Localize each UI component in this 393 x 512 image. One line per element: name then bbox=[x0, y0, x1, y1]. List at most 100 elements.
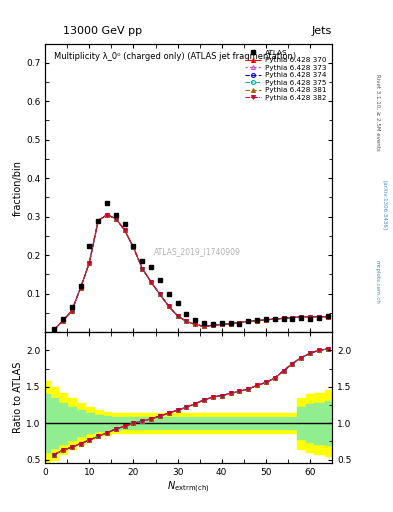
Pythia 6.428 381 bbox=[51, 327, 56, 333]
Pythia 6.428 381 bbox=[237, 319, 242, 326]
Pythia 6.428 373 bbox=[281, 315, 286, 322]
Pythia 6.428 374 bbox=[290, 314, 295, 321]
Pythia 6.428 374 bbox=[255, 317, 259, 324]
ATLAS bbox=[290, 315, 295, 322]
Pythia 6.428 375 bbox=[166, 303, 171, 309]
Pythia 6.428 374 bbox=[184, 318, 189, 325]
Pythia 6.428 375 bbox=[96, 218, 101, 224]
Pythia 6.428 381 bbox=[325, 314, 330, 320]
Pythia 6.428 375 bbox=[299, 314, 303, 320]
ATLAS bbox=[122, 221, 127, 227]
Line: Pythia 6.428 381: Pythia 6.428 381 bbox=[52, 213, 330, 332]
Pythia 6.428 373 bbox=[51, 327, 56, 333]
Pythia 6.428 382 bbox=[166, 303, 171, 309]
Pythia 6.428 382 bbox=[193, 322, 198, 328]
Line: Pythia 6.428 374: Pythia 6.428 374 bbox=[52, 213, 330, 332]
Pythia 6.428 381 bbox=[211, 322, 215, 328]
Pythia 6.428 374 bbox=[219, 322, 224, 328]
ATLAS bbox=[299, 315, 303, 322]
Pythia 6.428 374 bbox=[325, 314, 330, 320]
Text: mcplots.cern.ch: mcplots.cern.ch bbox=[375, 260, 380, 304]
Pythia 6.428 375 bbox=[308, 314, 312, 320]
Pythia 6.428 382 bbox=[122, 227, 127, 233]
ATLAS bbox=[96, 218, 101, 224]
Pythia 6.428 382 bbox=[184, 318, 189, 325]
Pythia 6.428 382 bbox=[308, 314, 312, 320]
Pythia 6.428 375 bbox=[193, 322, 198, 328]
Pythia 6.428 370 bbox=[51, 327, 56, 333]
Pythia 6.428 382 bbox=[78, 285, 83, 291]
Pythia 6.428 373 bbox=[166, 303, 171, 309]
Pythia 6.428 381 bbox=[69, 308, 74, 314]
Pythia 6.428 373 bbox=[255, 317, 259, 324]
Pythia 6.428 374 bbox=[299, 314, 303, 320]
Pythia 6.428 373 bbox=[202, 323, 206, 329]
Pythia 6.428 375 bbox=[175, 313, 180, 319]
Pythia 6.428 381 bbox=[290, 314, 295, 321]
Pythia 6.428 375 bbox=[316, 314, 321, 320]
ATLAS bbox=[255, 317, 259, 323]
Pythia 6.428 375 bbox=[290, 314, 295, 321]
Pythia 6.428 373 bbox=[246, 318, 251, 325]
Pythia 6.428 382 bbox=[272, 316, 277, 322]
Pythia 6.428 373 bbox=[272, 316, 277, 322]
Pythia 6.428 374 bbox=[264, 317, 268, 323]
ATLAS bbox=[158, 277, 162, 283]
ATLAS bbox=[78, 283, 83, 289]
Pythia 6.428 382 bbox=[237, 319, 242, 326]
Text: ATLAS_2019_I1740909: ATLAS_2019_I1740909 bbox=[154, 247, 241, 256]
Pythia 6.428 370 bbox=[105, 211, 109, 218]
Pythia 6.428 382 bbox=[264, 317, 268, 323]
Pythia 6.428 373 bbox=[193, 322, 198, 328]
Pythia 6.428 373 bbox=[149, 279, 154, 285]
ATLAS bbox=[140, 258, 145, 264]
ATLAS bbox=[51, 326, 56, 332]
Pythia 6.428 382 bbox=[219, 322, 224, 328]
Pythia 6.428 373 bbox=[316, 314, 321, 320]
ATLAS bbox=[219, 319, 224, 326]
ATLAS bbox=[131, 243, 136, 249]
Pythia 6.428 374 bbox=[140, 266, 145, 272]
Pythia 6.428 381 bbox=[175, 313, 180, 319]
Pythia 6.428 374 bbox=[122, 227, 127, 233]
Text: Jets: Jets bbox=[312, 26, 332, 36]
Pythia 6.428 381 bbox=[264, 317, 268, 323]
Pythia 6.428 374 bbox=[281, 315, 286, 322]
Pythia 6.428 382 bbox=[131, 244, 136, 250]
Pythia 6.428 370 bbox=[281, 315, 286, 322]
Pythia 6.428 381 bbox=[316, 314, 321, 320]
Pythia 6.428 370 bbox=[202, 323, 206, 329]
ATLAS bbox=[211, 322, 215, 328]
Pythia 6.428 374 bbox=[158, 291, 162, 297]
Pythia 6.428 374 bbox=[51, 327, 56, 333]
Y-axis label: fraction/bin: fraction/bin bbox=[13, 160, 23, 216]
ATLAS bbox=[166, 291, 171, 297]
Pythia 6.428 374 bbox=[114, 216, 118, 222]
Pythia 6.428 373 bbox=[96, 218, 101, 224]
ATLAS bbox=[325, 313, 330, 319]
Pythia 6.428 375 bbox=[228, 321, 233, 327]
Pythia 6.428 373 bbox=[105, 211, 109, 218]
Pythia 6.428 375 bbox=[264, 317, 268, 323]
ATLAS bbox=[69, 304, 74, 310]
Text: [arXiv:1306.3436]: [arXiv:1306.3436] bbox=[382, 180, 387, 230]
Pythia 6.428 374 bbox=[316, 314, 321, 320]
Pythia 6.428 375 bbox=[255, 317, 259, 324]
ATLAS bbox=[105, 200, 109, 206]
Pythia 6.428 374 bbox=[228, 321, 233, 327]
Pythia 6.428 382 bbox=[316, 314, 321, 320]
Pythia 6.428 381 bbox=[184, 318, 189, 325]
Pythia 6.428 370 bbox=[255, 317, 259, 324]
Pythia 6.428 373 bbox=[228, 321, 233, 327]
Pythia 6.428 381 bbox=[308, 314, 312, 320]
Pythia 6.428 382 bbox=[228, 321, 233, 327]
Pythia 6.428 381 bbox=[61, 317, 65, 324]
Line: ATLAS: ATLAS bbox=[51, 201, 330, 331]
ATLAS bbox=[193, 317, 198, 323]
Pythia 6.428 374 bbox=[78, 285, 83, 291]
Pythia 6.428 375 bbox=[78, 285, 83, 291]
Pythia 6.428 373 bbox=[114, 216, 118, 222]
Pythia 6.428 382 bbox=[325, 314, 330, 320]
Pythia 6.428 382 bbox=[175, 313, 180, 319]
Line: Pythia 6.428 375: Pythia 6.428 375 bbox=[52, 213, 330, 332]
